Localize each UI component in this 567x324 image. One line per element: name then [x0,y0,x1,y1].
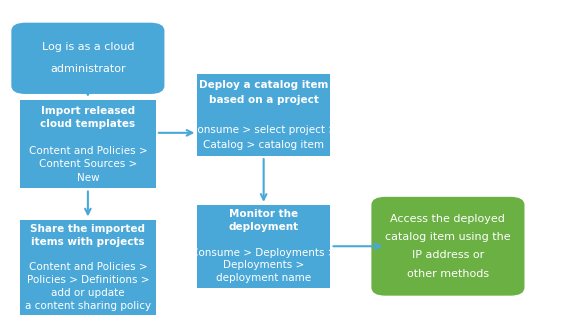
Text: Import released: Import released [41,106,135,116]
Text: Content and Policies >: Content and Policies > [28,262,147,272]
Text: add or update: add or update [51,288,125,298]
Text: administrator: administrator [50,64,126,74]
Text: items with projects: items with projects [31,237,145,247]
Text: New: New [77,173,99,183]
Text: based on a project: based on a project [209,95,319,105]
Text: a content sharing policy: a content sharing policy [25,301,151,310]
Text: Consume > select project >: Consume > select project > [190,125,337,135]
Text: cloud templates: cloud templates [40,119,136,129]
Text: Content Sources >: Content Sources > [39,159,137,169]
Text: Deployments >: Deployments > [223,260,304,270]
Text: Access the deployed: Access the deployed [391,214,505,224]
FancyBboxPatch shape [20,100,156,188]
FancyBboxPatch shape [197,74,330,156]
Text: Log is as a cloud: Log is as a cloud [41,42,134,52]
FancyBboxPatch shape [371,197,524,295]
Text: Deploy a catalog item: Deploy a catalog item [199,80,328,90]
FancyBboxPatch shape [11,23,164,94]
Text: Monitor the: Monitor the [229,209,298,219]
Text: deployment: deployment [229,222,299,232]
Text: Share the imported: Share the imported [31,224,145,234]
Text: Policies > Definitions >: Policies > Definitions > [27,275,149,285]
Text: Consume > Deployments >: Consume > Deployments > [191,248,336,258]
Text: catalog item using the: catalog item using the [385,232,511,242]
Text: deployment name: deployment name [216,273,311,283]
Text: IP address or: IP address or [412,250,484,260]
FancyBboxPatch shape [197,205,330,288]
Text: other methods: other methods [407,269,489,279]
Text: Catalog > catalog item: Catalog > catalog item [203,140,324,150]
FancyBboxPatch shape [20,220,156,315]
Text: Content and Policies >: Content and Policies > [28,146,147,156]
